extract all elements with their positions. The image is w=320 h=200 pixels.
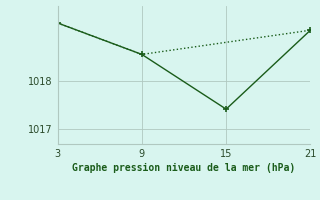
X-axis label: Graphe pression niveau de la mer (hPa): Graphe pression niveau de la mer (hPa) xyxy=(72,163,296,173)
